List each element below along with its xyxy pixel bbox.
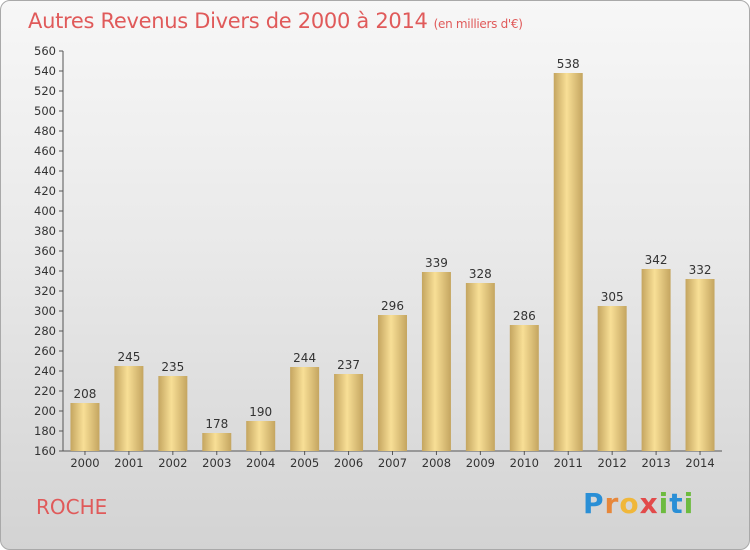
- y-tick-label: 520: [34, 84, 56, 98]
- y-tick-label: 200: [34, 404, 56, 418]
- bar: [158, 376, 188, 451]
- data-label: 342: [645, 253, 668, 267]
- y-tick-label: 160: [34, 444, 56, 458]
- bar: [465, 283, 495, 451]
- x-tick-label: 2004: [246, 456, 275, 470]
- data-label: 538: [557, 57, 580, 71]
- bar: [685, 279, 715, 451]
- data-label: 332: [689, 263, 712, 277]
- bar: [246, 421, 276, 451]
- value-labels: 208 245 235 178 190 244 237 296 339 328 286 538 305 3…: [74, 57, 712, 431]
- y-tick-label: 260: [34, 344, 56, 358]
- bar: [70, 403, 100, 451]
- x-tick-label: 2002: [158, 456, 187, 470]
- bar: [421, 272, 451, 451]
- x-tick-label: 2001: [114, 456, 143, 470]
- chart-title-text: Autres Revenus Divers de 2000 à 2014: [28, 9, 428, 33]
- x-tick-label: 2011: [554, 456, 583, 470]
- y-tick-label: 440: [34, 164, 56, 178]
- y-tick-label: 220: [34, 384, 56, 398]
- y-tick-label: 360: [34, 244, 56, 258]
- y-tick-label: 480: [34, 124, 56, 138]
- y-tick-label: 380: [34, 224, 56, 238]
- y-tick-label: 420: [34, 184, 56, 198]
- data-label: 190: [249, 405, 272, 419]
- x-tick-label: 2006: [334, 456, 363, 470]
- data-label: 339: [425, 256, 448, 270]
- data-label: 245: [117, 350, 140, 364]
- data-label: 235: [161, 360, 184, 374]
- y-tick-label: 280: [34, 324, 56, 338]
- x-tick-label: 2013: [641, 456, 670, 470]
- bars: [70, 73, 715, 451]
- bar: [378, 315, 407, 451]
- x-tick-label: 2009: [466, 456, 495, 470]
- data-label: 244: [293, 351, 316, 365]
- bar: [509, 325, 539, 451]
- y-tick-label: 340: [34, 264, 56, 278]
- y-tick-label: 180: [34, 424, 56, 438]
- bar: [114, 366, 144, 451]
- y-tick-label: 240: [34, 364, 56, 378]
- y-tick-label: 540: [34, 64, 56, 78]
- data-label: 286: [513, 309, 536, 323]
- y-tick-label: 560: [34, 44, 56, 58]
- y-tick-label: 400: [34, 204, 56, 218]
- chart-title: Autres Revenus Divers de 2000 à 2014 (en …: [28, 9, 523, 33]
- data-label: 328: [469, 267, 492, 281]
- x-tick-label: 2007: [378, 456, 407, 470]
- y-tick-label: 500: [34, 104, 56, 118]
- x-tick-label: 2003: [202, 456, 231, 470]
- data-label: 208: [74, 387, 97, 401]
- bar: [641, 269, 671, 451]
- chart-subtitle: (en milliers d'€): [433, 17, 523, 31]
- x-tick-label: 2005: [290, 456, 319, 470]
- y-tick-label: 300: [34, 304, 56, 318]
- proxiti-logo: Proxiti: [583, 487, 695, 520]
- x-tick-label: 2008: [422, 456, 451, 470]
- data-label: 178: [205, 417, 228, 431]
- bar: [334, 374, 364, 451]
- bar: [202, 433, 232, 451]
- bar: [597, 306, 627, 451]
- x-tick-label: 2000: [70, 456, 99, 470]
- x-tick-label: 2010: [510, 456, 539, 470]
- data-label: 305: [601, 290, 624, 304]
- y-tick-label: 460: [34, 144, 56, 158]
- x-tick-label: 2012: [598, 456, 627, 470]
- data-label: 296: [381, 299, 404, 313]
- axes: 160 180 200 220 240 260 280 300 320 340 360 380 400 4…: [34, 44, 722, 470]
- data-label: 237: [337, 358, 360, 372]
- bar: [290, 367, 320, 451]
- y-tick-label: 320: [34, 284, 56, 298]
- bar: [553, 73, 583, 451]
- town-name: ROCHE: [36, 495, 108, 519]
- x-tick-label: 2014: [685, 456, 714, 470]
